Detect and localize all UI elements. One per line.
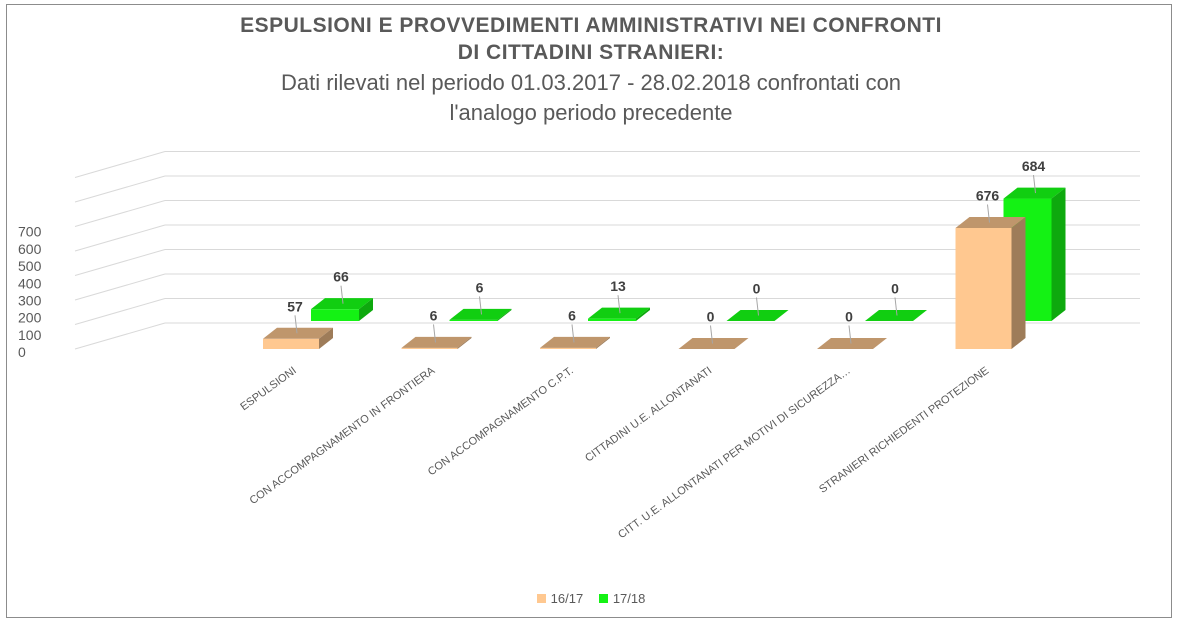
gridline-side [74, 175, 166, 203]
data-label: 684 [1022, 158, 1046, 174]
data-label-leader [571, 324, 575, 343]
data-label-leader [1033, 175, 1036, 194]
y-tick-label: 100 [18, 327, 42, 343]
data-label: 66 [333, 269, 349, 285]
category-label-citt-u-e-allontanati-per-motivi-di-sicurezza: CITT. U.E. ALLONTANATI PER MOTIVI DI SIC… [616, 365, 853, 542]
bar-side [359, 298, 373, 321]
gridline-side [74, 298, 166, 325]
bar-front [311, 309, 359, 321]
data-label: 0 [707, 309, 715, 325]
data-label: 57 [287, 298, 303, 314]
chart-legend: 16/17 17/18 [0, 591, 1182, 606]
bar-top [955, 216, 1026, 228]
chart-subtitle-line-1: Dati rilevati nel periodo 01.03.2017 - 2… [280, 70, 902, 95]
bar-top [449, 308, 512, 320]
chart-title-line-2: DI CITTADINI STRANIERI: [457, 41, 725, 64]
gridline-side [74, 249, 166, 276]
bar-16-17-con-accompagnamento-in-frontiera: 6 [401, 307, 472, 349]
bar-top [726, 310, 789, 321]
data-label: 676 [976, 187, 1000, 203]
bar-17-18-citt-u-e-allontanati-per-motivi-di-sicurezza: 0 [865, 281, 927, 321]
bar-side [319, 327, 333, 349]
category-label-con-accompagnamento-c-p-t: CON ACCOMPAGNAMENTO C.P.T. [426, 365, 576, 479]
bar-top [263, 327, 333, 339]
bar-front [955, 227, 1012, 349]
data-label-leader [294, 315, 298, 334]
y-tick-label: 500 [18, 258, 42, 274]
data-label-leader [340, 285, 344, 304]
legend-swatch-17-18 [598, 594, 608, 603]
bar-top [817, 338, 887, 349]
data-label-leader [710, 325, 713, 344]
gridline-side [74, 151, 166, 178]
bar-top [401, 336, 472, 348]
bar-side [596, 336, 610, 349]
data-label: 0 [845, 309, 853, 325]
data-label-leader [987, 204, 990, 223]
data-label-leader [848, 325, 852, 344]
chart-title-line-1: ESPULSIONI E PROVVEDIMENTI AMMINISTRATIV… [240, 14, 942, 37]
bar-top [540, 336, 610, 348]
bar-17-18-espulsioni: 66 [311, 269, 373, 321]
category-label-stranieri-richiedenti-protezione: STRANIERI RICHIEDENTI PROTEZIONE [817, 365, 991, 496]
bar-16-17-citt-u-e-allontanati-per-motivi-di-sicurezza: 0 [817, 309, 887, 349]
data-label: 6 [476, 279, 484, 295]
bar-16-17-stranieri-richiedenti-protezione: 676 [955, 187, 1026, 349]
category-label-cittadini-u-e-allontanati: CITTADINI U.E. ALLONTANATI [583, 365, 714, 465]
gridline-side [74, 322, 166, 350]
data-label-leader [479, 296, 482, 315]
bar-17-18-cittadini-u-e-allontanati: 0 [726, 281, 789, 321]
bar-side [1011, 216, 1026, 349]
data-label: 6 [430, 307, 438, 323]
data-label-leader [894, 297, 898, 316]
bar-top [678, 338, 749, 349]
bar-front [449, 319, 498, 321]
bar-top [311, 298, 373, 310]
data-label: 0 [753, 281, 761, 297]
data-label-leader [433, 324, 436, 343]
bar-top [588, 307, 650, 319]
gridline-side [74, 200, 166, 227]
y-tick-label: 200 [18, 310, 42, 326]
data-label: 6 [568, 307, 576, 323]
data-label-leader [756, 297, 759, 316]
gridline-side [74, 224, 166, 252]
bar-16-17-con-accompagnamento-c-p-t: 6 [540, 307, 610, 349]
y-tick-label: 300 [18, 292, 42, 308]
data-label: 13 [610, 278, 626, 294]
gridline-side [74, 273, 166, 301]
legend-label-16-17: 16/17 [550, 591, 584, 606]
category-label-espulsioni: ESPULSIONI [238, 365, 298, 414]
bar-front [540, 347, 596, 349]
legend-swatch-16-17 [536, 594, 546, 603]
y-tick-label: 700 [18, 224, 42, 240]
y-tick-label: 600 [18, 241, 42, 257]
chart-subtitle-line-2: l'analogo periodo precedente [449, 100, 733, 125]
bar-front [401, 347, 458, 349]
data-label-leader [617, 295, 621, 314]
bar-top [1003, 187, 1066, 199]
legend-label-17-18: 17/18 [612, 591, 646, 606]
bar-front [263, 338, 319, 349]
data-label: 0 [891, 281, 899, 297]
bar-side [1051, 187, 1066, 321]
bar-16-17-espulsioni: 57 [263, 298, 333, 349]
bar-top [865, 310, 927, 321]
legend-item-17-18: 17/18 [598, 591, 646, 606]
bar-side [497, 308, 512, 321]
bar-16-17-cittadini-u-e-allontanati: 0 [678, 309, 749, 349]
bar-side [636, 307, 650, 321]
bar-side [457, 336, 472, 349]
bar-17-18-con-accompagnamento-in-frontiera: 6 [449, 279, 512, 321]
y-tick-label: 0 [18, 344, 26, 360]
legend-item-16-17: 16/17 [536, 591, 584, 606]
y-tick-label: 400 [18, 275, 42, 291]
bar-17-18-con-accompagnamento-c-p-t: 13 [588, 278, 650, 321]
bar-front [588, 318, 636, 321]
